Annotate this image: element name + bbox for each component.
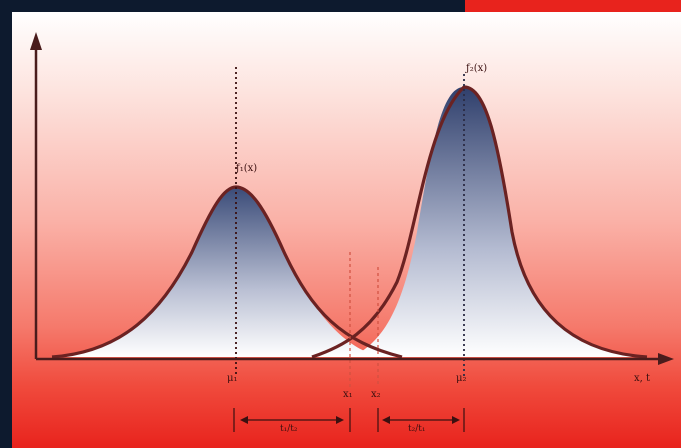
span-left-bracket bbox=[233, 408, 351, 432]
mean-left-label: μ₁ bbox=[227, 373, 238, 384]
distribution-diagram bbox=[30, 32, 674, 432]
x-axis-arrow bbox=[658, 353, 674, 365]
span-right-label: t₂/t₁ bbox=[408, 424, 426, 434]
threshold-b-label: x₂ bbox=[371, 389, 381, 400]
x-axis-label: x, t bbox=[634, 373, 651, 384]
span-right-bracket bbox=[377, 408, 465, 432]
mean-right-label: μ₂ bbox=[456, 373, 467, 384]
right-curve-fill bbox=[352, 87, 647, 357]
frame-accent-bar bbox=[465, 0, 681, 12]
right-curve bbox=[311, 85, 648, 359]
curve-left-label: ƒ₁(x) bbox=[236, 163, 258, 174]
curve-right-label: ƒ₂(x) bbox=[466, 63, 488, 74]
y-axis-arrow bbox=[30, 32, 42, 50]
threshold-a-label: x₁ bbox=[343, 389, 353, 400]
left-curve-fill bbox=[52, 187, 367, 357]
span-left-label: t₁/t₂ bbox=[280, 424, 298, 434]
diagram-panel: ƒ₁(x) ƒ₂(x) μ₁ μ₂ x₁ x₂ x, t t₁/t₂ t₂/t₁ bbox=[12, 12, 681, 448]
